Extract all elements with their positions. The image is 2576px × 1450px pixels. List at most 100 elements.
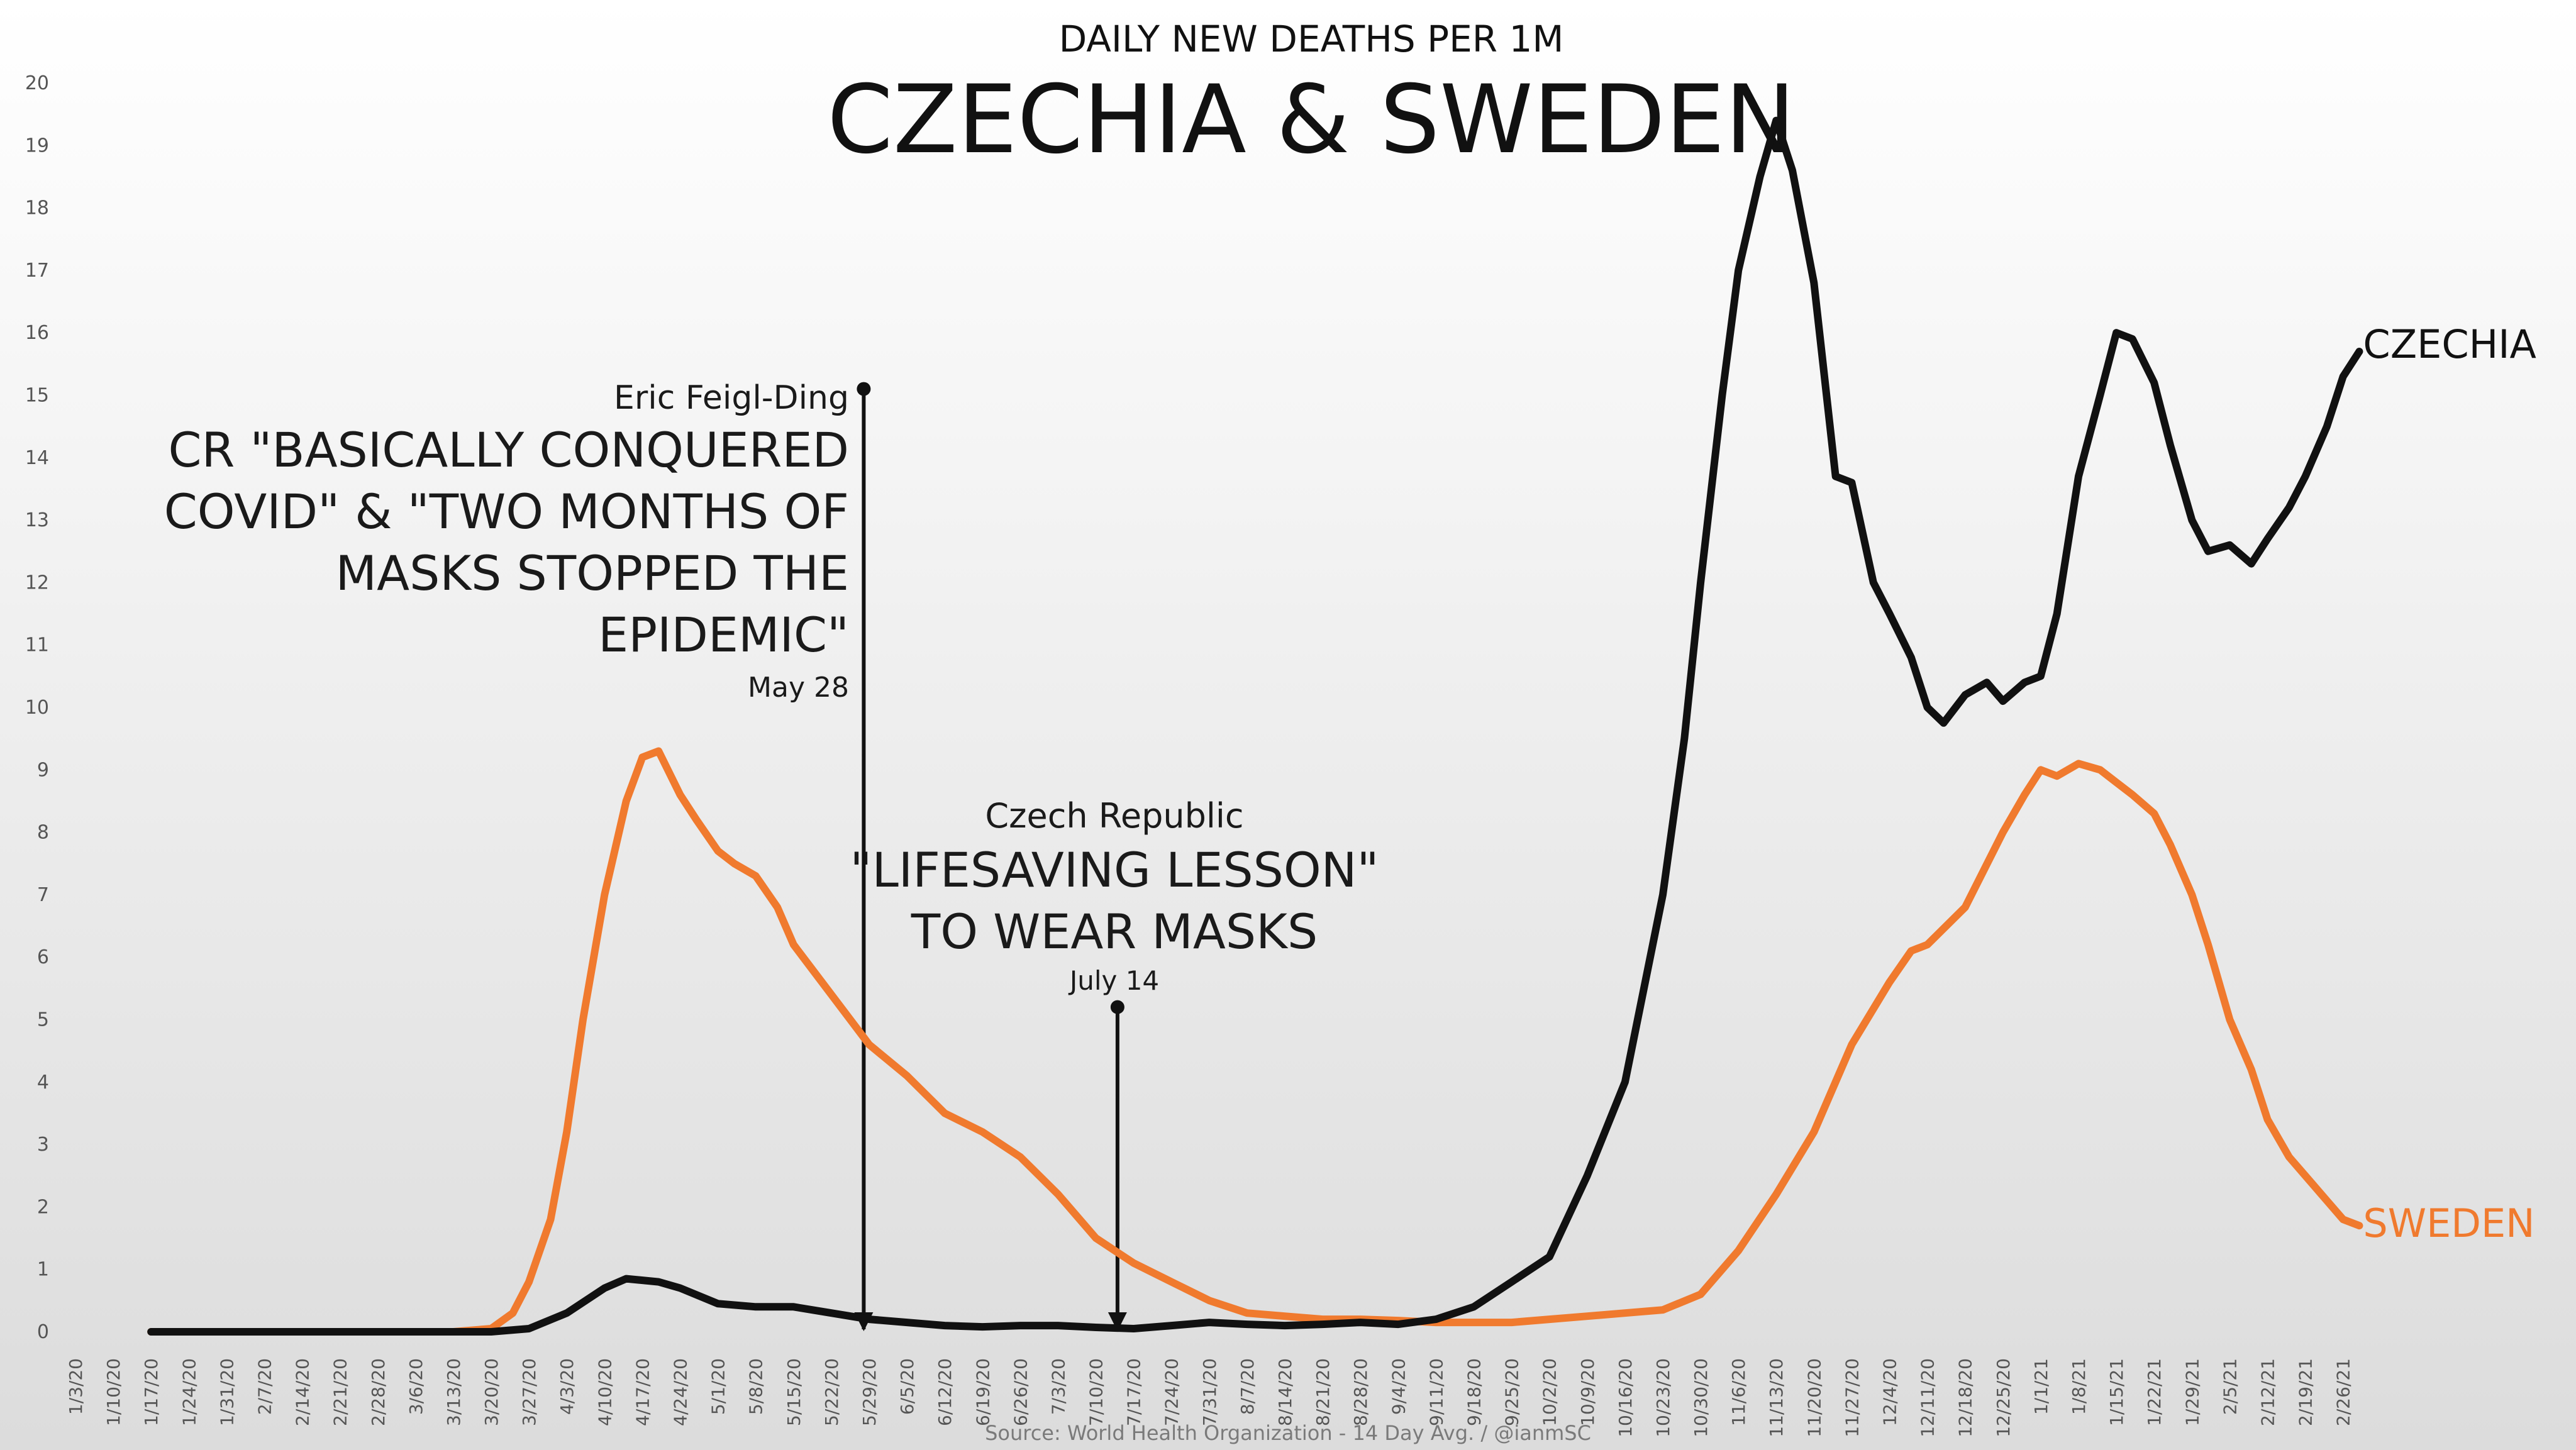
y-tick-label: 3 (37, 1134, 49, 1156)
x-tick-label: 2/26/21 (2333, 1358, 2354, 1426)
y-tick-label: 19 (25, 135, 49, 157)
x-tick-label: 10/16/20 (1615, 1358, 1636, 1437)
x-tick-label: 10/2/20 (1540, 1358, 1560, 1426)
x-tick-label: 5/15/20 (784, 1358, 804, 1426)
x-tick-label: 11/20/20 (1804, 1358, 1824, 1437)
x-tick-label: 7/24/20 (1162, 1358, 1182, 1426)
source-note: Source: World Health Organization - 14 D… (985, 1421, 1591, 1445)
x-tick-label: 4/17/20 (632, 1358, 653, 1426)
series-line-sweden (147, 747, 2363, 1336)
x-tick-label: 5/22/20 (821, 1358, 842, 1426)
annotation-markers (854, 382, 1127, 1331)
x-tick-label: 2/5/21 (2219, 1358, 2240, 1415)
y-tick-label: 20 (25, 72, 49, 94)
x-tick-label: 12/25/20 (1993, 1358, 2014, 1437)
feigl-quote-line-3: MASKS STOPPED THE (336, 545, 849, 601)
x-tick-label: 2/19/21 (2296, 1358, 2316, 1426)
x-tick-label: 12/18/20 (1955, 1358, 1976, 1437)
chart-subtitle: DAILY NEW DEATHS PER 1M (1059, 18, 1564, 60)
y-tick-label: 8 (37, 822, 49, 844)
x-axis: 1/3/20 1/10/20 1/17/20 1/24/20 1/31/20 2/7/20… (65, 1358, 2354, 1437)
x-tick-label: 10/23/20 (1653, 1358, 1674, 1437)
x-tick-label: 9/18/20 (1463, 1358, 1484, 1426)
x-tick-label: 2/21/20 (330, 1358, 351, 1426)
x-tick-label: 4/24/20 (670, 1358, 691, 1426)
x-tick-label: 1/1/21 (2031, 1358, 2051, 1415)
x-tick-label: 1/22/21 (2144, 1358, 2165, 1426)
x-tick-label: 5/29/20 (859, 1358, 880, 1426)
czech-author: Czech Republic (985, 796, 1243, 836)
y-tick-label: 1 (37, 1259, 49, 1281)
y-tick-label: 4 (37, 1071, 49, 1093)
y-tick-label: 7 (37, 884, 49, 906)
x-tick-label: 7/10/20 (1086, 1358, 1107, 1426)
x-tick-label: 9/11/20 (1426, 1358, 1446, 1426)
y-tick-label: 13 (25, 509, 49, 531)
feigl-quote-line-4: EPIDEMIC" (598, 607, 849, 663)
y-tick-label: 0 (37, 1321, 49, 1343)
annotation-dot-2 (1110, 1000, 1124, 1014)
x-tick-label: 5/8/20 (746, 1358, 767, 1415)
x-tick-label: 7/17/20 (1124, 1358, 1145, 1426)
y-tick-label: 15 (25, 385, 49, 407)
x-tick-label: 2/7/20 (254, 1358, 275, 1415)
x-tick-label: 10/9/20 (1577, 1358, 1598, 1426)
series-label-czechia: CZECHIA (2363, 321, 2536, 367)
feigl-author: Eric Feigl-Ding (614, 379, 849, 417)
x-tick-label: 8/28/20 (1350, 1358, 1371, 1426)
x-tick-label: 1/15/21 (2106, 1358, 2127, 1426)
x-tick-label: 1/17/20 (141, 1358, 162, 1426)
x-tick-label: 11/27/20 (1841, 1358, 1862, 1437)
y-tick-label: 14 (25, 447, 49, 469)
y-tick-label: 12 (25, 572, 49, 594)
x-tick-label: 2/28/20 (368, 1358, 389, 1426)
x-tick-label: 6/12/20 (935, 1358, 955, 1426)
x-tick-label: 1/8/21 (2068, 1358, 2089, 1415)
czech-quote-line-1: "LIFESAVING LESSON" (850, 842, 1379, 898)
feigl-date: May 28 (748, 672, 849, 704)
x-tick-label: 1/10/20 (103, 1358, 124, 1426)
y-tick-label: 10 (25, 697, 49, 719)
y-tick-label: 6 (37, 946, 49, 968)
x-tick-label: 10/30/20 (1690, 1358, 1711, 1437)
y-tick-label: 11 (25, 634, 49, 656)
x-tick-label: 1/3/20 (65, 1358, 86, 1415)
x-tick-label: 1/29/21 (2182, 1358, 2202, 1426)
y-tick-label: 9 (37, 759, 49, 781)
x-tick-label: 1/24/20 (179, 1358, 199, 1426)
x-tick-label: 11/6/20 (1728, 1358, 1749, 1426)
czech-annotation: Czech Republic "LIFESAVING LESSON" TO WE… (850, 796, 1379, 996)
x-tick-label: 3/6/20 (406, 1358, 426, 1415)
x-tick-label: 12/4/20 (1880, 1358, 1901, 1426)
x-tick-label: 3/27/20 (519, 1358, 540, 1426)
y-tick-label: 2 (37, 1196, 49, 1218)
x-tick-label: 8/14/20 (1275, 1358, 1296, 1426)
czech-date: July 14 (1068, 965, 1159, 996)
x-tick-label: 7/31/20 (1199, 1358, 1220, 1426)
feigl-quote-line-1: CR "BASICALLY CONQUERED (168, 422, 849, 478)
x-tick-label: 8/21/20 (1313, 1358, 1333, 1426)
x-tick-label: 8/7/20 (1237, 1358, 1258, 1415)
x-tick-label: 6/5/20 (897, 1358, 918, 1415)
y-tick-label: 17 (25, 260, 49, 282)
x-tick-label: 9/4/20 (1388, 1358, 1409, 1415)
series-group: SWEDEN CZECHIA (147, 116, 2536, 1336)
series-label-sweden: SWEDEN (2363, 1200, 2534, 1246)
x-tick-label: 12/11/20 (1918, 1358, 1938, 1437)
x-tick-label: 4/3/20 (557, 1358, 577, 1415)
x-tick-label: 6/26/20 (1010, 1358, 1031, 1426)
x-tick-label: 11/13/20 (1766, 1358, 1787, 1437)
x-tick-label: 7/3/20 (1048, 1358, 1069, 1415)
x-tick-label: 2/12/21 (2257, 1358, 2278, 1426)
x-tick-label: 6/19/20 (972, 1358, 993, 1426)
chart-title: CZECHIA & SWEDEN (827, 65, 1796, 175)
x-tick-label: 5/1/20 (708, 1358, 729, 1415)
feigl-quote-line-2: COVID" & "TWO MONTHS OF (164, 484, 849, 540)
x-tick-label: 9/25/20 (1502, 1358, 1523, 1426)
annotation-dot-1 (857, 382, 871, 396)
feigl-annotation: Eric Feigl-Ding CR "BASICALLY CONQUERED … (164, 379, 849, 704)
x-tick-label: 1/31/20 (216, 1358, 237, 1426)
czech-quote-line-2: TO WEAR MASKS (911, 904, 1318, 960)
